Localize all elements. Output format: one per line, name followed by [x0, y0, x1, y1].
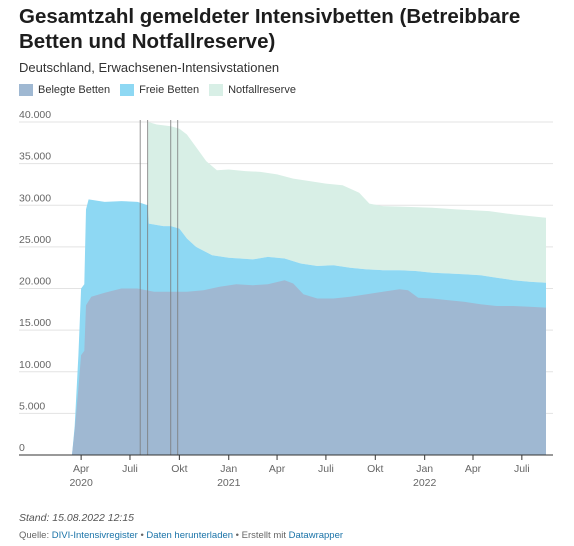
- y-tick-label-5: 25.000: [19, 234, 51, 246]
- y-axis-labels: 0 5.000 10.000 15.000 20.000 25.000 30.000 35.0…: [19, 109, 51, 454]
- x-tick-label-0: Apr: [73, 463, 90, 475]
- x-tick-label-9: Juli: [514, 463, 530, 475]
- y-tick-label-6: 30.000: [19, 192, 51, 204]
- x-axis: Apr 2020 Juli Okt Jan 2021 Apr Juli Okt Jan 2022 Ap…: [19, 454, 553, 489]
- datawrapper-link[interactable]: Datawrapper: [288, 530, 344, 541]
- legend: Belegte Betten Freie Betten Notfallreser…: [19, 84, 306, 96]
- legend-swatch-freie: [120, 84, 135, 96]
- legend-swatch-belegte: [19, 84, 33, 96]
- reference-lines: [139, 120, 179, 455]
- x-year-label-7: 2022: [413, 477, 437, 489]
- legend-swatch-notfall: [209, 84, 224, 96]
- area-notfallreserve: [147, 122, 546, 283]
- chart-area: 0 5.000 10.000 15.000 20.000 25.000 30.000 35.0…: [19, 109, 553, 489]
- legend-label-freie: Freie Betten: [139, 84, 200, 96]
- legend-item-notfall: Notfallreserve: [209, 84, 296, 96]
- stacked-areas: [72, 122, 546, 455]
- y-tick-label-4: 20.000: [19, 276, 51, 288]
- y-tick-label-0: 0: [19, 442, 25, 454]
- x-year-label-3: 2021: [217, 477, 241, 489]
- y-tick-label-8: 40.000: [19, 109, 51, 121]
- y-tick-label-7: 35.000: [19, 151, 51, 163]
- chart-subtitle: Deutschland, Erwachsenen-Intensivstation…: [19, 60, 280, 75]
- x-tick-label-2: Okt: [171, 463, 187, 475]
- legend-label-belegte: Belegte Betten: [38, 84, 111, 96]
- y-tick-label-3: 15.000: [19, 317, 51, 329]
- x-tick-label-8: Apr: [465, 463, 482, 475]
- legend-item-freie: Freie Betten: [120, 84, 199, 96]
- source-prefix: Quelle:: [19, 530, 52, 541]
- x-tick-label-1: Juli: [122, 463, 138, 475]
- legend-item-belegte: Belegte Betten: [19, 84, 110, 96]
- source-link[interactable]: DIVI-Intensivregister: [51, 530, 138, 541]
- y-tick-label-1: 5.000: [19, 400, 45, 412]
- area-belegte-betten: [72, 280, 546, 455]
- x-tick-label-6: Okt: [367, 463, 383, 475]
- y-tick-label-2: 10.000: [19, 359, 51, 371]
- chart-title: Gesamtzahl gemeldeter Intensivbetten (Be…: [19, 5, 521, 53]
- legend-label-notfall: Notfallreserve: [228, 84, 296, 96]
- footer-separator: •: [137, 530, 147, 541]
- x-tick-label-4: Apr: [269, 463, 286, 475]
- x-tick-label-3: Jan: [220, 463, 237, 475]
- footer-created-with: • Erstellt mit: [233, 530, 289, 541]
- footer-source: Quelle: DIVI-Intensivregister • Daten he…: [19, 530, 343, 541]
- x-tick-label-5: Juli: [318, 463, 334, 475]
- x-year-label-0: 2020: [69, 477, 93, 489]
- download-link[interactable]: Daten herunterladen: [146, 530, 234, 541]
- x-tick-label-7: Jan: [416, 463, 433, 475]
- stand-timestamp: Stand: 15.08.2022 12:15: [19, 512, 135, 524]
